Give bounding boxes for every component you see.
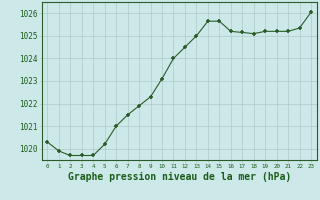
- X-axis label: Graphe pression niveau de la mer (hPa): Graphe pression niveau de la mer (hPa): [68, 172, 291, 182]
